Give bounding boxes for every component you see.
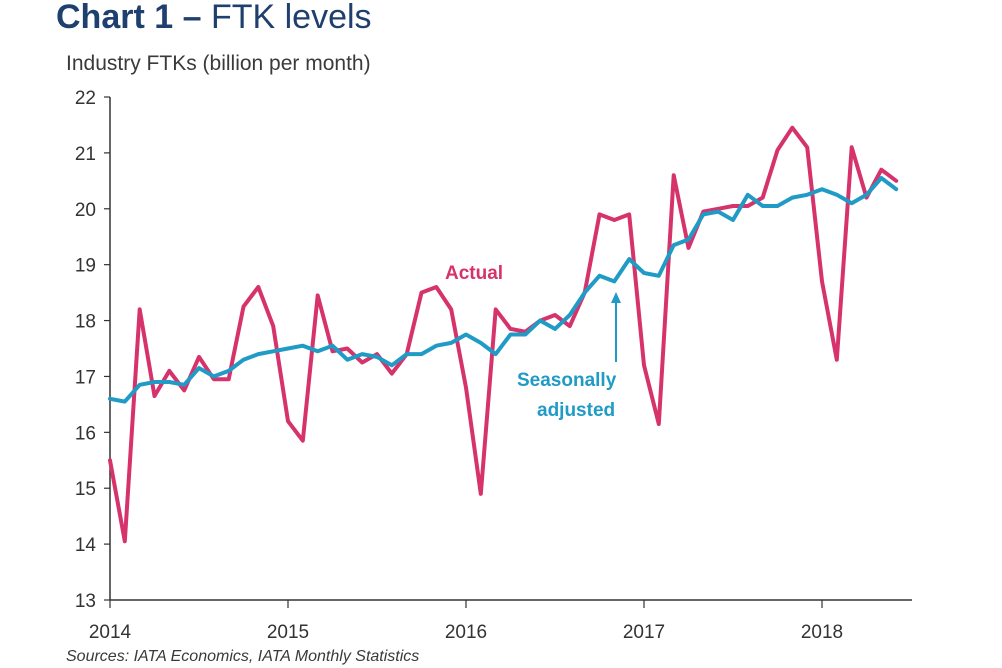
annotations: Actual Seasonally adjusted xyxy=(445,263,621,421)
sa-annotation-arrowhead xyxy=(611,292,621,303)
sa-annotation-line1: Seasonally xyxy=(517,370,617,391)
y-tick-label: 14 xyxy=(75,535,97,556)
y-tick-label: 15 xyxy=(75,479,96,500)
y-tick-label: 17 xyxy=(75,367,96,388)
y-tick-label: 21 xyxy=(75,144,96,165)
series-lines xyxy=(108,125,899,544)
y-tick-label: 20 xyxy=(75,200,96,221)
y-tick-label: 18 xyxy=(75,312,96,333)
x-tick-label: 2018 xyxy=(801,622,843,643)
y-tick-label: 19 xyxy=(75,256,96,277)
x-tick-label: 2017 xyxy=(623,622,665,643)
x-tick-label: 2014 xyxy=(89,622,132,643)
y-tick-label: 22 xyxy=(75,88,96,109)
seasonally-adjusted-series-line xyxy=(108,176,899,404)
chart-title-prefix: Chart 1 – xyxy=(56,0,202,36)
sa-annotation-line2: adjusted xyxy=(537,400,615,421)
chart-title-main: FTK levels xyxy=(201,0,372,36)
source-note: Sources: IATA Economics, IATA Monthly St… xyxy=(66,648,420,665)
x-tick-label: 2015 xyxy=(267,622,309,643)
actual-annotation: Actual xyxy=(445,263,503,284)
y-axis-label: Industry FTKs (billion per month) xyxy=(66,52,371,75)
y-tick-label: 13 xyxy=(75,591,96,612)
y-tick-label: 16 xyxy=(75,423,96,444)
actual-series-line xyxy=(108,125,899,544)
axes: 13 14 15 16 17 18 19 20 21 22 2014 2015 2016 2017 2018 xyxy=(75,88,912,643)
chart-title: Chart 1 – FTK levels xyxy=(56,0,372,37)
x-tick-label: 2016 xyxy=(445,622,487,643)
